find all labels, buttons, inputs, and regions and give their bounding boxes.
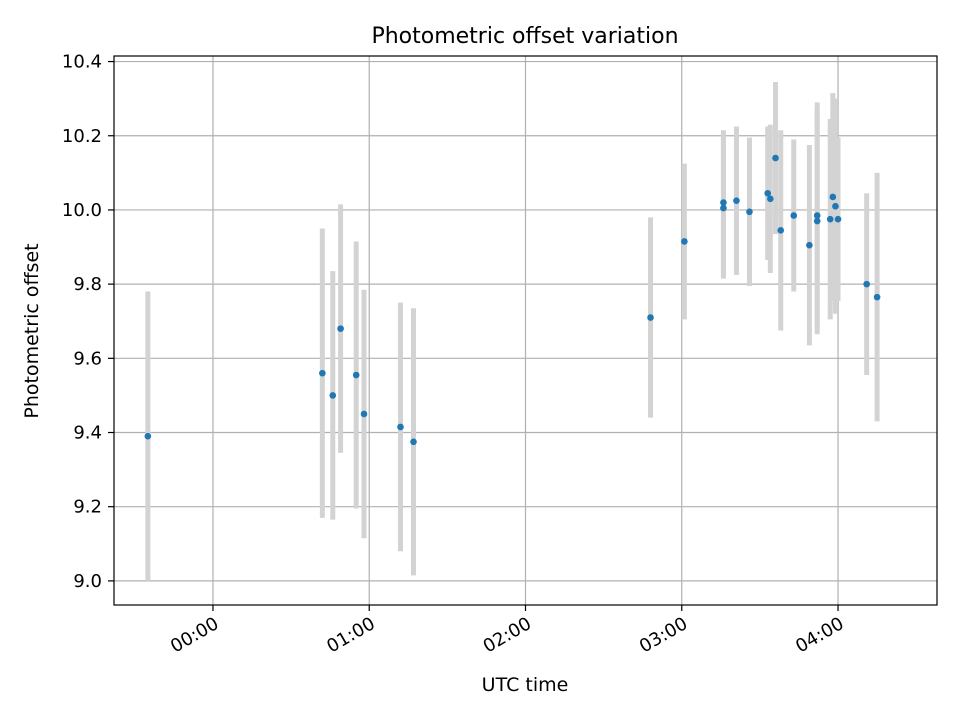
y-tick-label: 9.8: [73, 274, 102, 295]
data-point: [720, 204, 727, 212]
data-point: [397, 423, 404, 431]
data-point: [337, 325, 344, 332]
y-axis-label: Photometric offset: [21, 243, 43, 418]
data-point: [832, 202, 839, 210]
data-point: [806, 241, 813, 249]
data-point: [772, 154, 779, 162]
data-point: [863, 280, 870, 288]
grid-layer: [114, 56, 937, 605]
data-point: [777, 227, 785, 234]
data-point: [873, 293, 881, 301]
data-point: [410, 438, 417, 446]
data-point: [720, 199, 727, 206]
data-point: [144, 432, 152, 440]
data-point: [767, 195, 774, 203]
y-tick-label: 10.0: [62, 200, 102, 221]
data-point: [360, 410, 368, 418]
x-axis-label: UTC time: [482, 674, 569, 696]
y-tick-label: 10.2: [62, 126, 102, 147]
chart-title: Photometric offset variation: [371, 24, 678, 49]
data-point: [829, 193, 837, 201]
data-point: [733, 197, 740, 204]
data-point: [352, 371, 360, 379]
data-point: [329, 392, 337, 399]
y-tick-label: 9.0: [73, 571, 102, 592]
data-point: [813, 212, 821, 219]
data-point: [764, 189, 772, 197]
data-point: [681, 238, 688, 245]
data-point: [319, 369, 326, 377]
data-point: [647, 314, 654, 321]
y-tick-label: 10.4: [62, 52, 102, 73]
y-tick-label: 9.2: [73, 497, 102, 518]
y-tick-label: 9.4: [73, 423, 102, 444]
y-axis-ticks: 9.0 9.2 9.4 9.6 9.8 10.0 10.2 10.4: [62, 52, 114, 592]
data-point: [826, 215, 834, 223]
y-tick-label: 9.6: [73, 348, 102, 369]
data-point: [834, 215, 842, 223]
point-layer: [144, 154, 881, 446]
data-point: [790, 212, 798, 219]
data-point: [813, 217, 821, 225]
data-point: [746, 208, 753, 216]
